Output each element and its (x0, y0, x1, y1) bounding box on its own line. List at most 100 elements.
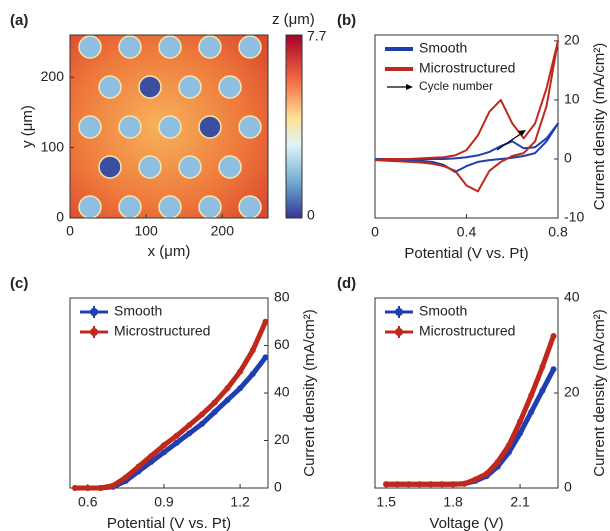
data-point (262, 319, 268, 325)
data-point (136, 464, 142, 470)
x-tick-label: 0.9 (154, 494, 174, 510)
data-point (417, 481, 423, 487)
data-point (85, 485, 91, 491)
data-point (405, 481, 411, 487)
pore (79, 196, 101, 218)
data-point (528, 409, 534, 415)
y-axis-label: Current density (mA/cm²) (591, 309, 608, 477)
x-axis-label: Potential (V vs. Pt) (107, 515, 231, 531)
data-point (110, 483, 116, 489)
data-point (161, 442, 167, 448)
y-tick-label: 10 (564, 91, 580, 107)
data-point (551, 366, 557, 372)
y-tick-label: 20 (564, 384, 580, 400)
pore (199, 36, 221, 58)
data-point (97, 485, 103, 491)
data-point (148, 453, 154, 459)
data-point (123, 474, 129, 480)
data-point (539, 388, 545, 394)
pore (219, 156, 241, 178)
y-tick-label: 20 (564, 32, 580, 48)
y-tick-label: 100 (41, 138, 65, 154)
y-tick-label: 40 (564, 289, 580, 305)
legend-label: Microstructured (419, 323, 515, 339)
data-point (262, 354, 268, 360)
data-point (186, 430, 192, 436)
pore (79, 116, 101, 138)
x-tick-label: 0.6 (78, 494, 98, 510)
data-point (539, 364, 545, 370)
pore (79, 36, 101, 58)
pore (139, 156, 161, 178)
x-axis-label: Voltage (V) (429, 515, 503, 531)
data-point (224, 385, 230, 391)
data-point (517, 419, 523, 425)
data-point (250, 347, 256, 353)
x-tick-label: 200 (211, 223, 235, 239)
y-tick-label: 0 (564, 479, 572, 495)
data-point (174, 440, 180, 446)
data-point (484, 471, 490, 477)
y-axis-label: y (μm) (19, 105, 36, 148)
y-tick-label: 20 (274, 431, 290, 447)
data-point (186, 422, 192, 428)
data-point (199, 421, 205, 427)
x-tick-label: 1.2 (230, 494, 250, 510)
y-tick-label: 60 (274, 336, 290, 352)
panel-label: (d) (337, 275, 356, 292)
x-axis-label: Potential (V vs. Pt) (404, 245, 528, 262)
legend-label: Microstructured (419, 60, 515, 76)
pore (159, 116, 181, 138)
pore (159, 196, 181, 218)
y-tick-label: 0 (274, 479, 282, 495)
x-axis-label: x (μm) (148, 243, 191, 260)
x-tick-label: 0.8 (548, 224, 568, 240)
data-point (428, 481, 434, 487)
pore (239, 196, 261, 218)
annotation: Cycle number (419, 79, 493, 93)
x-tick-label: 0.4 (457, 224, 477, 240)
panel-label: (b) (337, 12, 356, 29)
pore (119, 196, 141, 218)
legend-label: Smooth (419, 40, 467, 56)
data-point (551, 333, 557, 339)
data-point (212, 400, 218, 406)
colorbar-tick-label: 0 (307, 207, 315, 223)
legend-label: Smooth (419, 303, 467, 319)
data-point (472, 476, 478, 482)
data-point (506, 442, 512, 448)
pore (99, 76, 121, 98)
data-point (72, 485, 78, 491)
pore (119, 116, 141, 138)
pore (139, 76, 161, 98)
pore (179, 156, 201, 178)
x-tick-label: 0 (66, 223, 74, 239)
colorbar (286, 35, 302, 218)
y-axis-label: Current density (mA/cm²) (591, 43, 608, 211)
pore (239, 36, 261, 58)
y-tick-label: 40 (274, 384, 290, 400)
y-tick-label: 80 (274, 289, 290, 305)
data-point (394, 481, 400, 487)
legend-label: Smooth (114, 303, 162, 319)
x-tick-label: 1.5 (376, 494, 396, 510)
data-point (224, 397, 230, 403)
data-point (212, 409, 218, 415)
x-tick-label: 1.8 (443, 494, 463, 510)
data-point (250, 371, 256, 377)
data-point (439, 481, 445, 487)
y-tick-label: 0 (564, 150, 572, 166)
data-point (383, 481, 389, 487)
pore (219, 76, 241, 98)
data-point (495, 459, 501, 465)
pore (119, 36, 141, 58)
y-axis-label: Current density (mA/cm²) (301, 309, 318, 477)
data-point (450, 481, 456, 487)
legend-label: Microstructured (114, 323, 210, 339)
data-point (461, 481, 467, 487)
pore (199, 196, 221, 218)
pore (99, 156, 121, 178)
y-tick-label: 0 (56, 209, 64, 225)
pore (239, 116, 261, 138)
colorbar-tick-label: 7.7 (307, 28, 327, 44)
